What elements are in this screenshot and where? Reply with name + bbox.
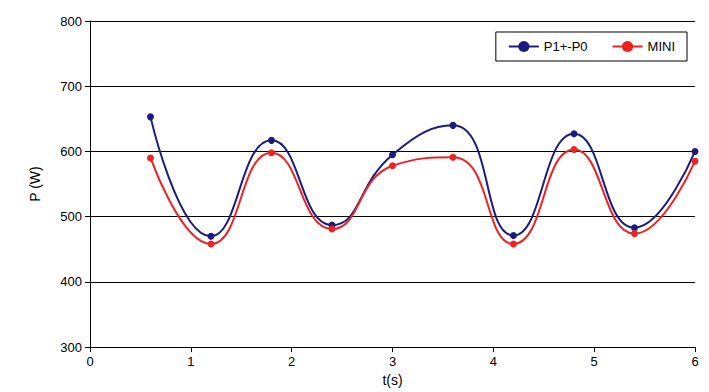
svg-text:600: 600 (60, 144, 82, 159)
svg-text:1: 1 (187, 354, 194, 369)
svg-text:6: 6 (691, 354, 698, 369)
svg-text:t(s): t(s) (382, 372, 402, 388)
svg-text:800: 800 (60, 14, 82, 29)
svg-text:2: 2 (288, 354, 295, 369)
svg-text:5: 5 (591, 354, 598, 369)
svg-text:MINI: MINI (648, 39, 675, 54)
svg-text:P1+-P0: P1+-P0 (544, 39, 588, 54)
svg-text:300: 300 (60, 340, 82, 355)
svg-text:0: 0 (86, 354, 93, 369)
svg-text:500: 500 (60, 209, 82, 224)
svg-text:P (W): P (W) (27, 166, 43, 202)
svg-text:4: 4 (490, 354, 497, 369)
svg-text:700: 700 (60, 79, 82, 94)
svg-text:3: 3 (389, 354, 396, 369)
svg-text:400: 400 (60, 274, 82, 289)
